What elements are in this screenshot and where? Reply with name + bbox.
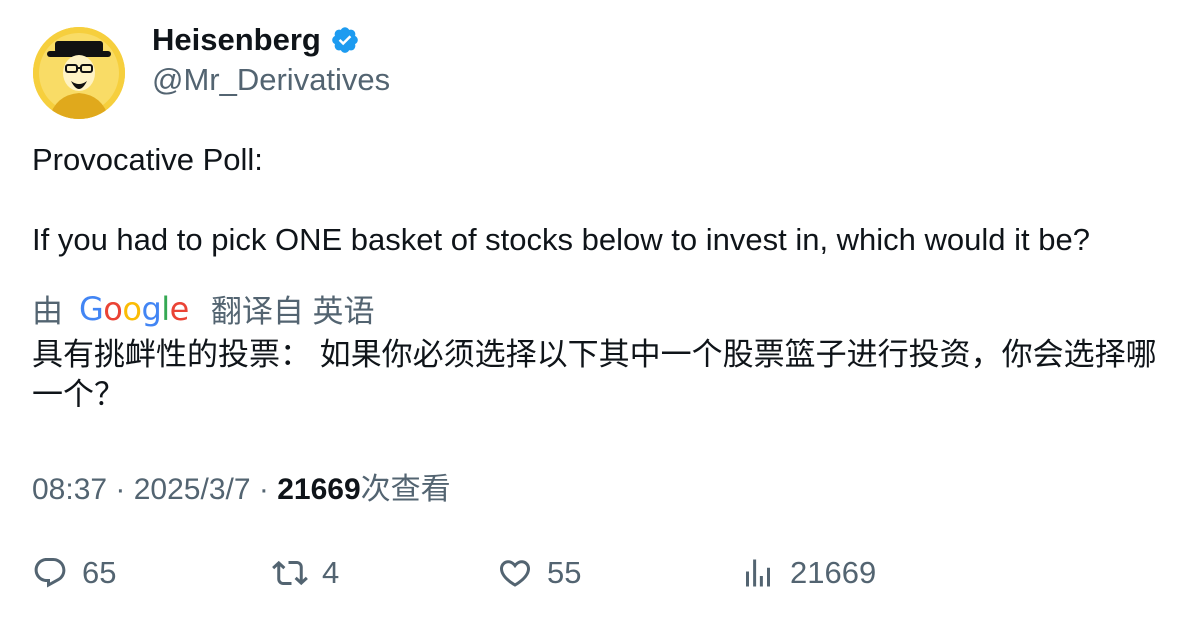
verified-badge-icon — [332, 27, 358, 53]
like-count: 55 — [547, 555, 582, 590]
views-action-count: 21669 — [790, 555, 877, 590]
retweet-icon — [272, 560, 308, 586]
meta-separator: · — [107, 473, 134, 506]
google-logo-icon: Google — [79, 289, 189, 328]
translation-prefix: 由 — [32, 294, 63, 329]
reply-icon — [34, 558, 66, 588]
tweet-line-1: Provocative Poll: — [32, 142, 263, 177]
author-name[interactable]: Heisenberg — [152, 22, 321, 57]
analytics-icon — [746, 559, 770, 587]
translation-suffix: 翻译自 英语 — [210, 294, 375, 329]
action-bar: 65 4 55 21669 — [0, 548, 1196, 598]
views-button[interactable]: 21669 — [740, 548, 876, 598]
translation-attribution[interactable]: 由 Google 翻译自 英语 — [32, 286, 374, 331]
author-name-row[interactable]: Heisenberg — [152, 22, 360, 58]
views-count: 21669 — [277, 473, 361, 506]
author-handle[interactable]: @Mr_Derivatives — [152, 62, 391, 97]
retweet-count: 4 — [322, 555, 340, 590]
tweet-line-2: If you had to pick ONE basket of stocks … — [32, 222, 1090, 257]
avatar[interactable] — [33, 27, 125, 119]
tweet-text: Provocative Poll: If you had to pick ONE… — [32, 140, 1172, 260]
tweet-date[interactable]: 2025/3/7 — [133, 473, 251, 506]
tweet-meta: 08:37 · 2025/3/7 · 21669次查看 — [32, 464, 451, 508]
heisenberg-avatar-icon — [33, 27, 125, 119]
heart-icon — [499, 560, 531, 587]
retweet-button[interactable]: 4 — [272, 548, 339, 598]
meta-separator: · — [250, 473, 278, 506]
views-label: 次查看 — [360, 473, 451, 506]
like-button[interactable]: 55 — [497, 548, 581, 598]
reply-button[interactable]: 65 — [32, 548, 116, 598]
translated-text: 具有挑衅性的投票： 如果你必须选择以下其中一个股票篮子进行投资，你会选择哪一个？ — [32, 337, 1157, 412]
reply-count: 65 — [82, 555, 117, 590]
tweet-blank-line — [32, 180, 1172, 220]
tweet-time[interactable]: 08:37 — [32, 473, 108, 506]
